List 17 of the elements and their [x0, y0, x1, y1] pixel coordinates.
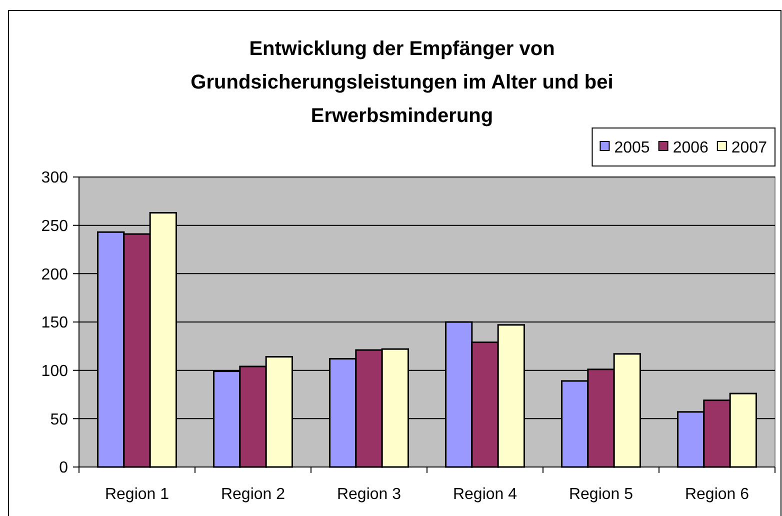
y-tick-label: 300 — [41, 170, 68, 187]
y-tick-label: 50 — [50, 411, 68, 428]
y-tick-label: 0 — [59, 460, 68, 477]
legend-label: 2007 — [731, 140, 768, 157]
y-tick-label: 100 — [41, 362, 68, 380]
chart-title: Entwicklung der Empfänger von Grundsicherungsleistungen im Alter und bei Erwerbsminderung — [190, 38, 614, 127]
y-tick-label: 150 — [41, 314, 68, 332]
y-tick-label: 250 — [41, 218, 68, 235]
x-tick-label: Region 2 — [220, 486, 286, 503]
x-tick-label: Region 1 — [104, 486, 170, 503]
x-tick-label: Region 3 — [336, 486, 402, 503]
y-tick-label: 200 — [41, 266, 68, 284]
legend-label: 2006 — [672, 140, 709, 157]
legend-label: 2005 — [614, 140, 650, 157]
x-tick-label: Region 5 — [568, 486, 634, 503]
x-tick-label: Region 4 — [452, 486, 518, 503]
x-tick-label: Region 6 — [684, 486, 750, 503]
